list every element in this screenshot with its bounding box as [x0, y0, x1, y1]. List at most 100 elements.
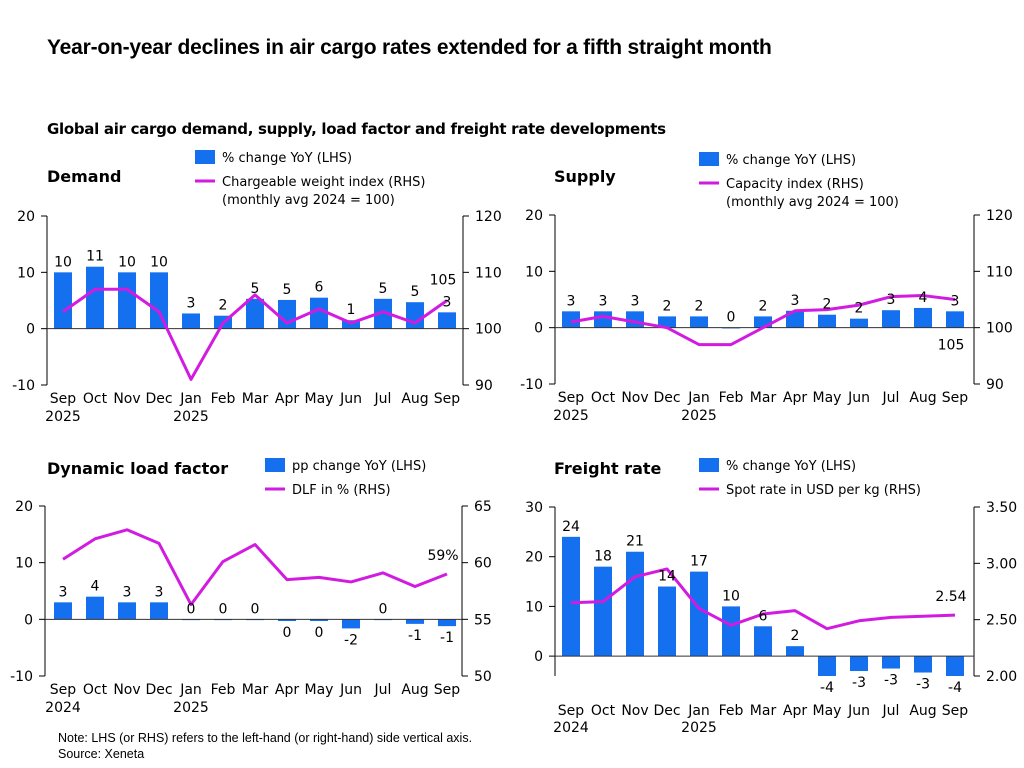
x-year-label: 2025 — [173, 700, 209, 716]
bar — [818, 656, 836, 676]
bar-data-label: 21 — [626, 534, 644, 550]
bar-data-label: 14 — [658, 569, 676, 585]
bar — [754, 626, 772, 657]
page-title: Year-on-year declines in air cargo rates… — [47, 36, 772, 59]
bar — [438, 619, 456, 627]
bar — [818, 314, 836, 328]
bar — [722, 606, 740, 657]
x-tick-label: Apr — [275, 391, 299, 407]
legend-bar-swatch — [699, 458, 719, 472]
x-tick-label: Oct — [83, 391, 108, 407]
line-series — [62, 528, 448, 607]
x-year-label: 2025 — [553, 408, 589, 424]
bar-data-label: 3 — [123, 584, 132, 600]
line-end-label: 105 — [430, 273, 457, 289]
x-tick-label: Oct — [591, 703, 616, 719]
legend-bar-label: % change YoY (LHS) — [726, 153, 856, 168]
bar-data-label: 5 — [251, 281, 260, 297]
bar — [150, 272, 168, 329]
bar — [850, 656, 868, 672]
bar — [946, 656, 964, 676]
bar — [850, 318, 868, 328]
legend-line-label: Capacity index (RHS) — [726, 177, 864, 192]
left-tick-label: 10 — [15, 556, 33, 572]
legend-bar-label: % change YoY (LHS) — [726, 459, 856, 474]
bar-data-label: 3 — [59, 584, 68, 600]
x-tick-label: May — [813, 703, 842, 719]
x-year-label: 2024 — [45, 700, 81, 716]
x-tick-label: Jun — [339, 682, 362, 698]
bar-data-label: 2 — [791, 628, 800, 644]
x-tick-label: Oct — [83, 682, 108, 698]
right-tick-label: 55 — [474, 612, 492, 628]
left-tick-label: 0 — [534, 321, 543, 337]
x-tick-label: Sep — [942, 390, 969, 406]
bar-data-label: 0 — [315, 625, 324, 641]
x-tick-label: Jun — [847, 703, 870, 719]
x-tick-label: Nov — [113, 682, 140, 698]
right-tick-label: 100 — [986, 321, 1013, 337]
page-subtitle: Global air cargo demand, supply, load fa… — [47, 120, 666, 138]
bar — [562, 311, 580, 328]
left-tick-label: -10 — [10, 669, 33, 685]
panel-title: Freight rate — [554, 459, 662, 478]
bar-data-label: 2 — [219, 298, 228, 314]
chart-panel-supply: Supply % change YoY (LHS) Capacity index (… — [520, 152, 1013, 424]
right-tick-label: 90 — [475, 378, 493, 394]
bar-data-label: 3 — [599, 293, 608, 309]
x-tick-label: Nov — [621, 703, 648, 719]
x-tick-label: Dec — [653, 390, 680, 406]
legend-bar-swatch — [699, 152, 719, 166]
right-tick-label: 110 — [475, 265, 502, 281]
right-tick-label: 50 — [474, 669, 492, 685]
x-tick-label: Mar — [750, 390, 777, 406]
bar-data-label: 6 — [315, 280, 324, 296]
bar-data-label: 2 — [855, 301, 864, 317]
bar-data-label: -4 — [948, 680, 962, 696]
bar — [310, 297, 328, 329]
x-tick-label: Jun — [847, 390, 870, 406]
x-tick-label: May — [813, 390, 842, 406]
x-tick-label: Feb — [211, 391, 236, 407]
bar-data-label: 11 — [86, 249, 104, 265]
x-tick-label: Apr — [783, 390, 807, 406]
left-tick-label: 0 — [534, 649, 543, 665]
x-tick-label: Sep — [434, 682, 461, 698]
bar-data-label: 10 — [722, 588, 740, 604]
x-tick-label: Jul — [374, 682, 392, 698]
bar — [438, 312, 456, 329]
bar-data-label: 0 — [379, 601, 388, 617]
right-tick-label: 60 — [474, 556, 492, 572]
bar — [690, 316, 708, 328]
bar-data-label: 3 — [887, 292, 896, 308]
bar-data-label: 3 — [187, 295, 196, 311]
bar-data-label: 5 — [379, 281, 388, 297]
left-tick-label: 30 — [525, 500, 543, 516]
bar — [374, 298, 392, 329]
x-tick-label: Sep — [942, 703, 969, 719]
bar — [690, 571, 708, 657]
x-tick-label: Sep — [558, 703, 585, 719]
left-tick-label: 20 — [525, 550, 543, 566]
chart-panel-freight-rate: Freight rate % change YoY (LHS) Spot rate … — [525, 458, 1017, 736]
bar — [246, 298, 264, 329]
bar-data-label: 5 — [411, 284, 420, 300]
bar — [882, 310, 900, 328]
x-tick-label: Sep — [558, 390, 585, 406]
bar — [658, 316, 676, 328]
bar-data-label: 10 — [54, 254, 72, 270]
x-tick-label: Mar — [242, 391, 269, 407]
panel-title: Supply — [554, 167, 616, 186]
legend-bar-swatch — [195, 150, 215, 164]
bar-data-label: 2 — [695, 298, 704, 314]
bar-data-label: 10 — [118, 254, 136, 270]
x-tick-label: Nov — [113, 391, 140, 407]
x-tick-label: Mar — [750, 703, 777, 719]
bar-data-label: 5 — [283, 282, 292, 298]
legend-bar-label: % change YoY (LHS) — [222, 151, 352, 166]
x-tick-label: Aug — [909, 390, 936, 406]
source-note: Source: Xeneta — [58, 747, 145, 761]
x-tick-label: Feb — [211, 682, 236, 698]
bar — [406, 619, 424, 624]
bar — [86, 596, 104, 620]
